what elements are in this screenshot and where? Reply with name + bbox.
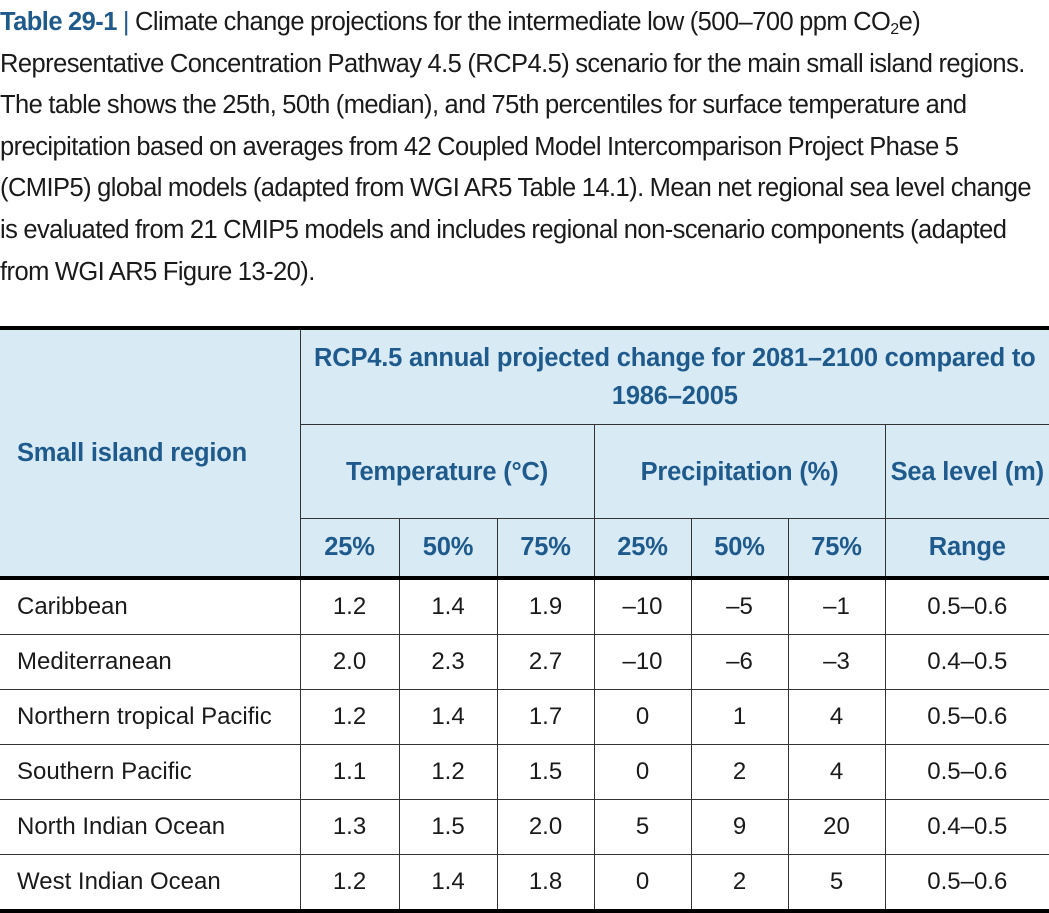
table-row: West Indian Ocean 1.2 1.4 1.8 0 2 5 0.5–… [0, 854, 1049, 913]
table-header: Small island region RCP4.5 annual projec… [0, 326, 1049, 580]
temperature-p75-header: 75% [496, 518, 595, 580]
region-cell: North Indian Ocean [0, 799, 301, 855]
temp-p50-cell: 1.4 [398, 689, 498, 745]
precip-p50-cell: 2 [690, 744, 789, 800]
temp-p75-cell: 1.5 [496, 744, 595, 800]
temp-p25-cell: 1.3 [299, 799, 400, 855]
temp-p25-cell: 2.0 [299, 634, 400, 690]
table-row: Northern tropical Pacific 1.2 1.4 1.7 0 … [0, 689, 1049, 745]
sea-level-cell: 0.5–0.6 [884, 744, 1049, 800]
temp-p50-cell: 1.2 [398, 744, 498, 800]
region-cell: Mediterranean [0, 634, 301, 690]
precip-p25-cell: 0 [593, 854, 692, 913]
precip-p25-cell: 0 [593, 689, 692, 745]
precip-p75-cell: 5 [787, 854, 886, 913]
temp-p25-cell: 1.1 [299, 744, 400, 800]
precip-p50-cell: 9 [690, 799, 789, 855]
region-cell: West Indian Ocean [0, 854, 301, 913]
precip-p25-cell: 5 [593, 799, 692, 855]
temperature-p25-header: 25% [299, 518, 400, 580]
climate-projection-table: Small island region RCP4.5 annual projec… [0, 326, 1049, 913]
temp-p75-cell: 1.9 [496, 577, 595, 635]
table-caption: Table 29-1 | Climate change projections … [0, 2, 1045, 293]
precipitation-header: Precipitation (%) [593, 424, 886, 519]
precip-p25-cell: 0 [593, 744, 692, 800]
region-cell: Northern tropical Pacific [0, 689, 301, 745]
table-row: Mediterranean 2.0 2.3 2.7 –10 –6 –3 0.4–… [0, 634, 1049, 690]
precip-p75-cell: –1 [787, 577, 886, 635]
temp-p50-cell: 2.3 [398, 634, 498, 690]
caption-separator: | [122, 8, 130, 36]
table-label: Table 29-1 [0, 8, 117, 36]
table-row: Caribbean 1.2 1.4 1.9 –10 –5 –1 0.5–0.6 [0, 577, 1049, 635]
region-cell: Caribbean [0, 577, 301, 635]
caption-text-part2: e) Representative Concentration Pathway … [0, 8, 1032, 286]
region-column-header: Small island region [0, 326, 301, 580]
precip-p75-cell: 4 [787, 744, 886, 800]
temp-p25-cell: 1.2 [299, 689, 400, 745]
temp-p50-cell: 1.5 [398, 799, 498, 855]
temperature-header: Temperature (°C) [299, 424, 595, 519]
table-row: North Indian Ocean 1.3 1.5 2.0 5 9 20 0.… [0, 799, 1049, 855]
sea-level-range-header: Range [884, 518, 1049, 580]
precip-p25-cell: –10 [593, 634, 692, 690]
precip-p50-cell: –6 [690, 634, 789, 690]
temp-p25-cell: 1.2 [299, 854, 400, 913]
region-cell: Southern Pacific [0, 744, 301, 800]
precipitation-p75-header: 75% [787, 518, 886, 580]
temp-p50-cell: 1.4 [398, 854, 498, 913]
temp-p75-cell: 2.0 [496, 799, 595, 855]
precip-p50-cell: 1 [690, 689, 789, 745]
caption-subscript: 2 [890, 21, 899, 38]
temp-p75-cell: 1.8 [496, 854, 595, 913]
temp-p75-cell: 2.7 [496, 634, 595, 690]
sea-level-cell: 0.4–0.5 [884, 799, 1049, 855]
temp-p75-cell: 1.7 [496, 689, 595, 745]
table-body: Caribbean 1.2 1.4 1.9 –10 –5 –1 0.5–0.6 … [0, 577, 1049, 913]
sea-level-cell: 0.4–0.5 [884, 634, 1049, 690]
temp-p25-cell: 1.2 [299, 577, 400, 635]
temperature-p50-header: 50% [398, 518, 498, 580]
sea-level-cell: 0.5–0.6 [884, 854, 1049, 913]
temp-p50-cell: 1.4 [398, 577, 498, 635]
precip-p50-cell: 2 [690, 854, 789, 913]
caption-text-part1: Climate change projections for the inter… [135, 8, 891, 36]
precipitation-p25-header: 25% [593, 518, 692, 580]
precip-p50-cell: –5 [690, 577, 789, 635]
precip-p75-cell: 4 [787, 689, 886, 745]
table-row: Southern Pacific 1.1 1.2 1.5 0 2 4 0.5–0… [0, 744, 1049, 800]
precip-p75-cell: 20 [787, 799, 886, 855]
sea-level-cell: 0.5–0.6 [884, 689, 1049, 745]
sea-level-cell: 0.5–0.6 [884, 577, 1049, 635]
precip-p25-cell: –10 [593, 577, 692, 635]
projection-group-header: RCP4.5 annual projected change for 2081–… [299, 326, 1049, 425]
precip-p75-cell: –3 [787, 634, 886, 690]
precipitation-p50-header: 50% [690, 518, 789, 580]
sea-level-header: Sea level (m) [884, 424, 1049, 519]
